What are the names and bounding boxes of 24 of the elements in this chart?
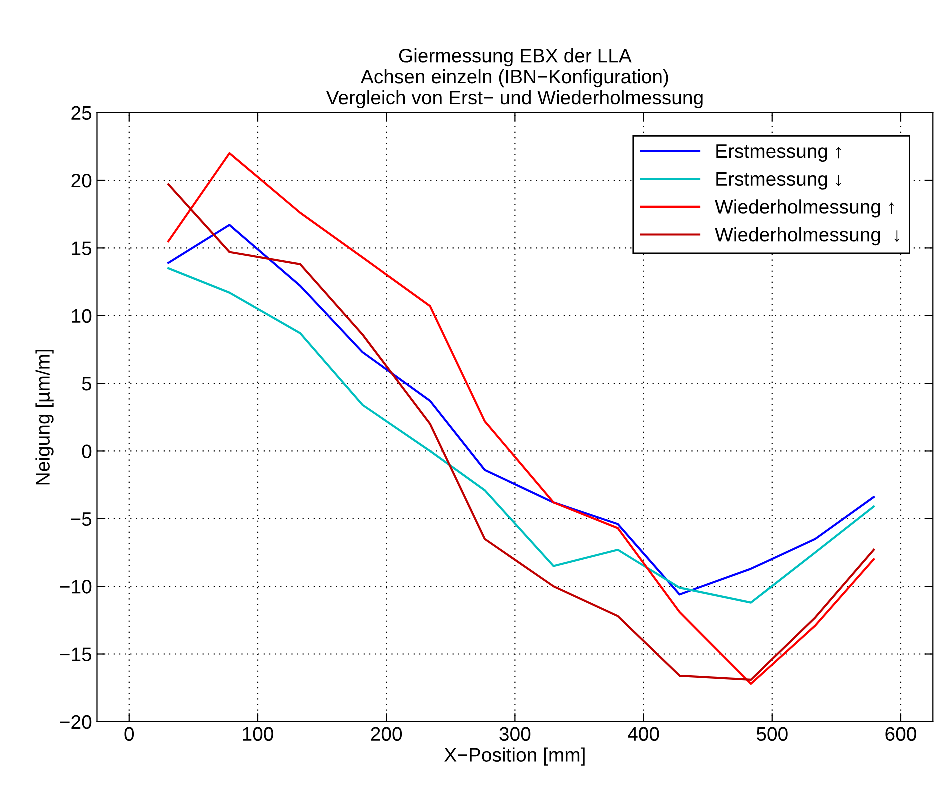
x-tick-label: 600 [886,727,916,742]
y-tick-label: −10 [60,580,92,594]
y-tick-label: 5 [82,377,92,391]
legend-label: Erstmessung ↓ [716,172,842,190]
y-tick-label: 15 [72,242,92,256]
y-tick-label: 20 [72,174,92,188]
x-tick-label: 0 [124,727,134,742]
chart-title: Giermessung EBX der LLA Achsen einzeln (IBN−Konfiguration) Vergleich von Erst− und Wiederholmessung [326,48,703,109]
y-tick-label: −15 [60,648,92,662]
y-tick-label: −5 [71,512,92,526]
y-tick-label: 0 [82,444,92,458]
legend-label: Wiederholmessung ↓ [715,227,900,246]
y-axis-title: Neigung [µm/m] [36,350,54,485]
x-axis-title: X−Position [mm] [444,748,585,766]
x-tick-label: 500 [756,727,788,742]
x-tick-label: 200 [371,727,402,742]
x-tick-label: 300 [500,727,531,742]
y-tick-label: −20 [60,715,92,730]
legend-label: Wiederholmessung ↑ [715,200,894,218]
legend-label: Erstmessung ↑ [716,144,842,162]
x-tick-label: 400 [628,727,660,742]
y-tick-label: 25 [72,106,92,120]
y-tick-label: 10 [72,309,92,324]
x-tick-label: 100 [243,727,274,742]
